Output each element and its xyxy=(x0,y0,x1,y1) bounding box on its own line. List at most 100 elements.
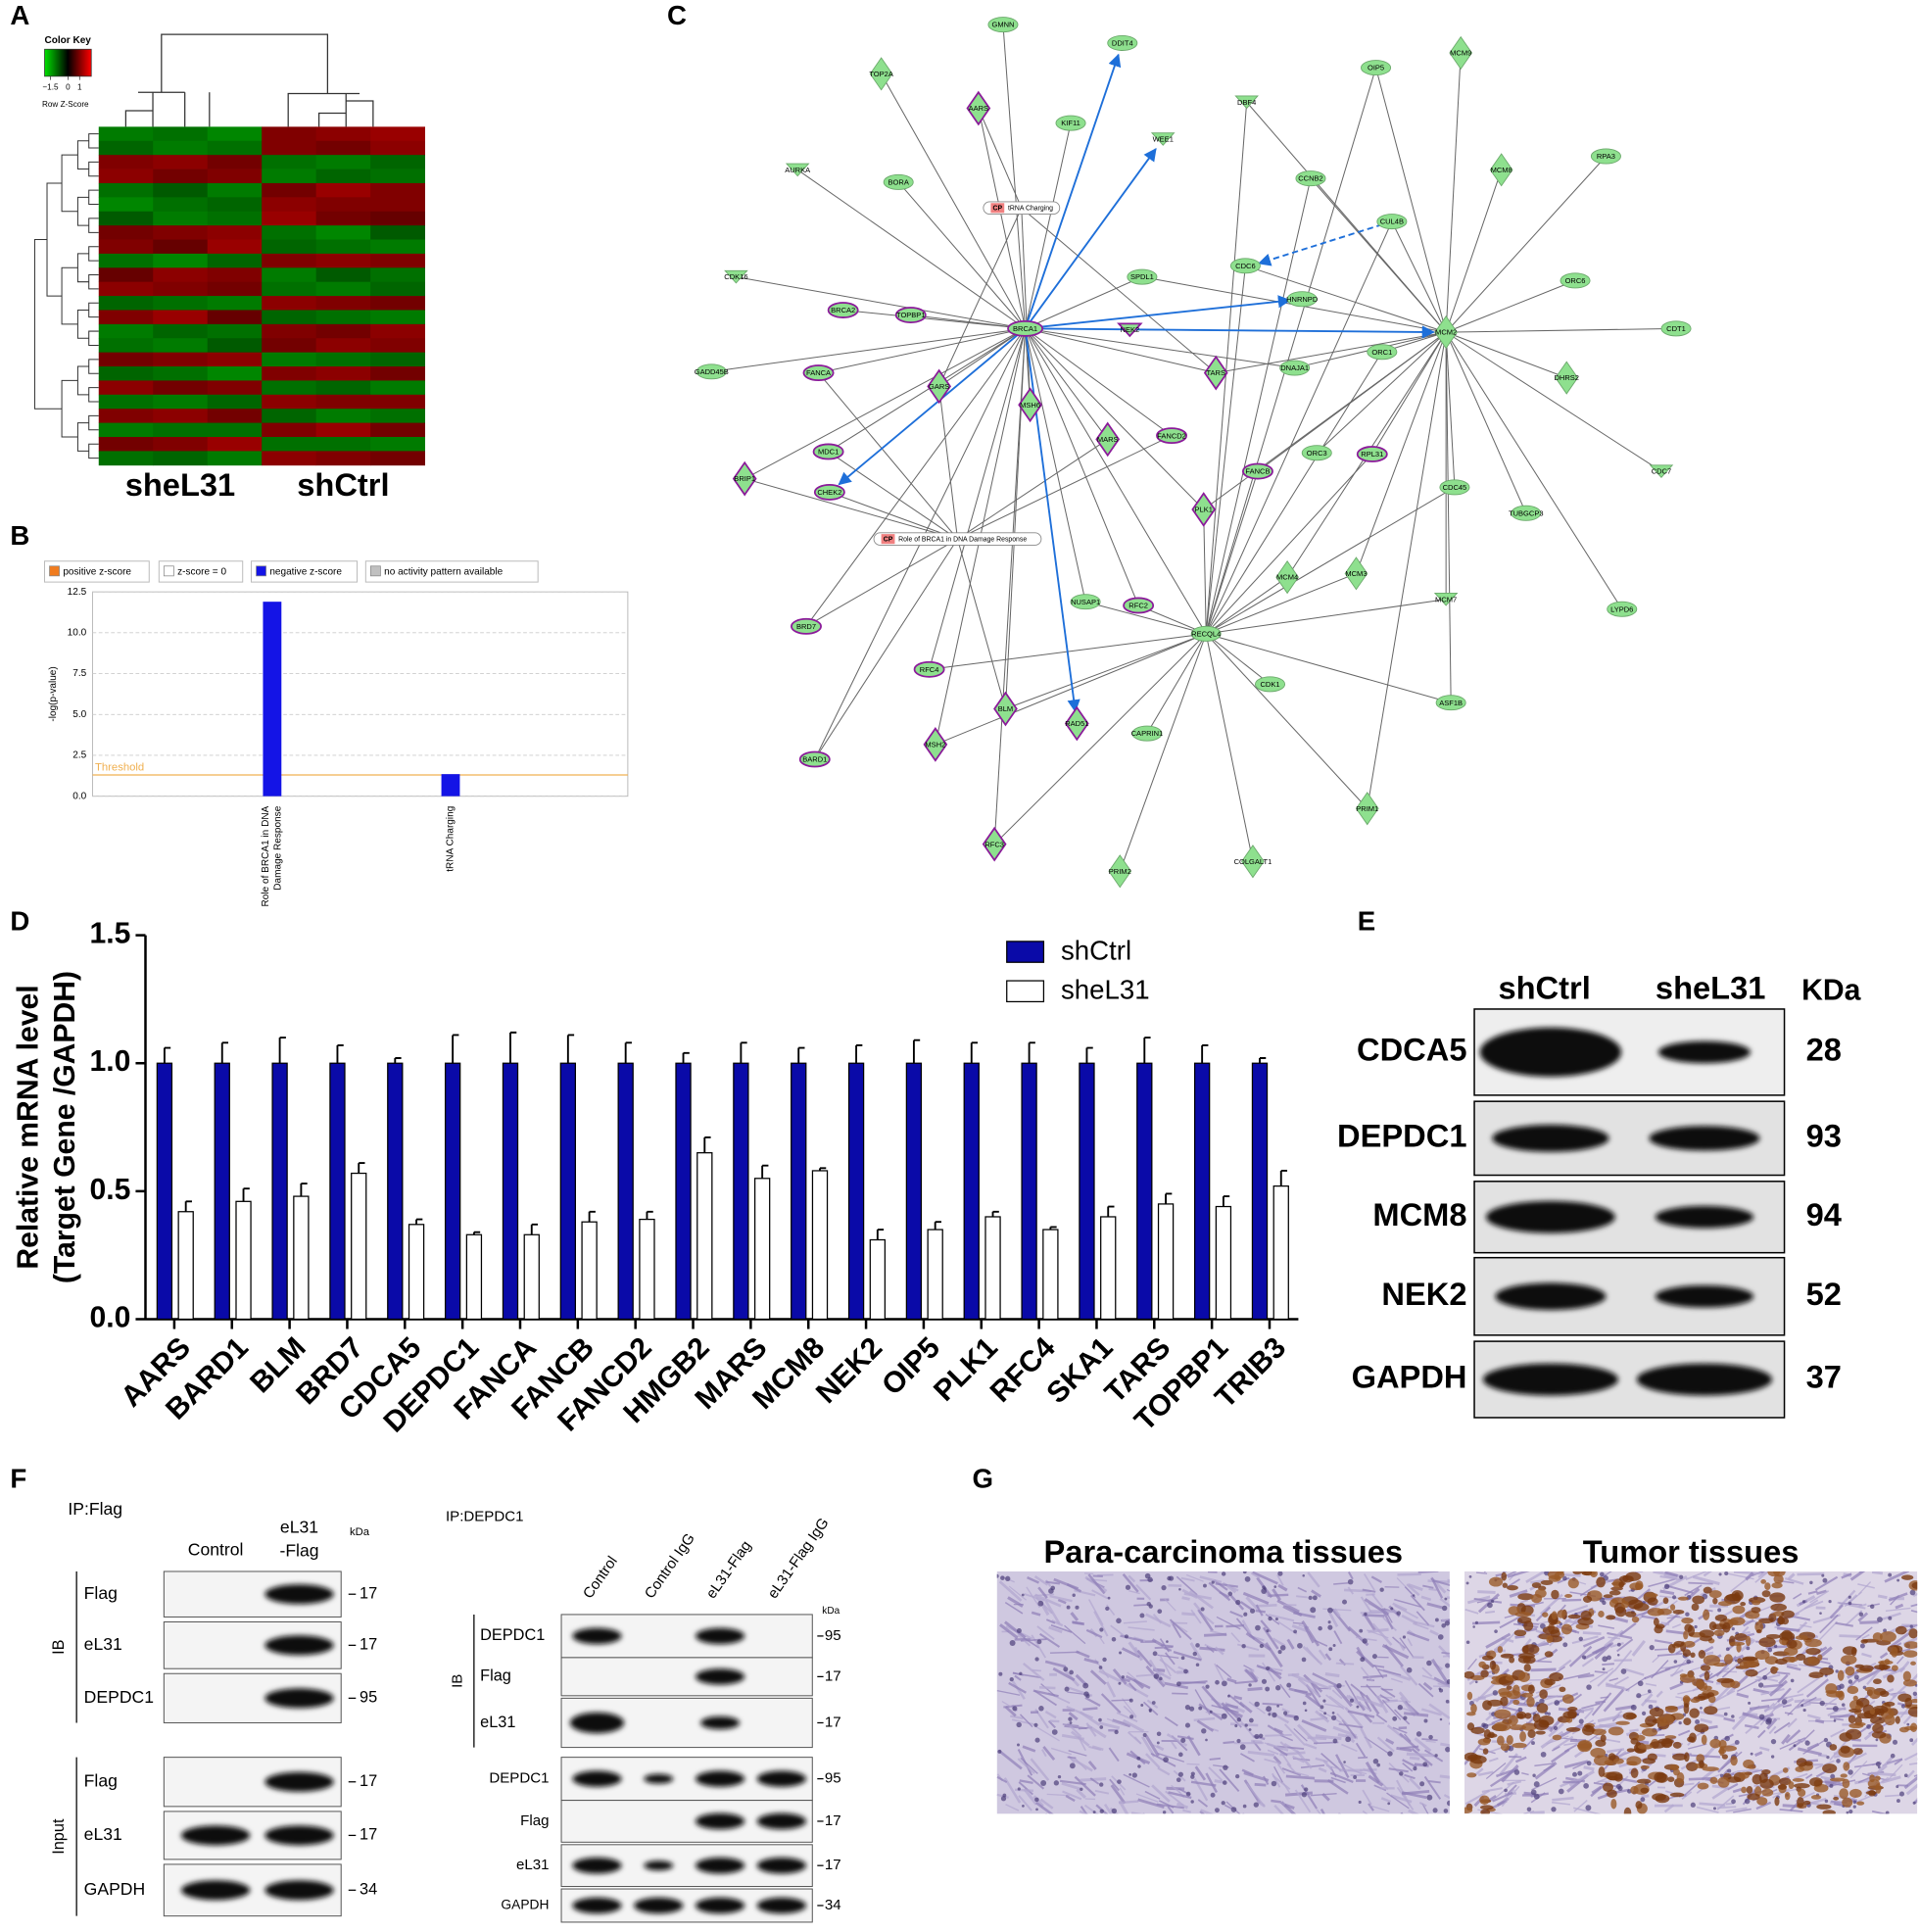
bar xyxy=(733,1062,749,1321)
tissue-fiber xyxy=(1362,1810,1368,1814)
tissue-nucleus xyxy=(1327,1624,1333,1630)
tissue-nucleus xyxy=(1465,1581,1469,1585)
network-edge xyxy=(1025,328,1109,440)
network-node xyxy=(1241,845,1265,879)
tissue-stain xyxy=(1546,1635,1554,1644)
tissue-fiber xyxy=(1911,1737,1918,1746)
tissue-stain xyxy=(1754,1621,1763,1632)
tissue-fiber xyxy=(1420,1595,1432,1602)
tissue-nucleus xyxy=(1858,1612,1864,1617)
heatmap-cell xyxy=(153,366,209,381)
tissue-fiber xyxy=(1030,1758,1050,1781)
node-label: BRD7 xyxy=(796,622,816,631)
node-label: CDK1 xyxy=(1260,680,1279,689)
tissue-nucleus xyxy=(1678,1720,1682,1725)
network-node xyxy=(966,90,991,126)
tissue-fiber xyxy=(1692,1574,1720,1586)
node-label: HNRNPD xyxy=(1286,295,1319,304)
tissue-stain xyxy=(1687,1625,1696,1637)
tissue-fiber xyxy=(1144,1790,1161,1800)
tissue-nucleus xyxy=(1602,1667,1606,1671)
tissue-fiber xyxy=(1273,1727,1283,1734)
heatmap-cell xyxy=(98,451,154,466)
network-node xyxy=(1117,322,1143,338)
tissue-fiber xyxy=(1723,1716,1736,1722)
legend-frame xyxy=(364,560,539,583)
tissue-fiber xyxy=(1169,1618,1192,1641)
tissue-fiber xyxy=(1252,1570,1278,1585)
tissue-fiber xyxy=(1059,1779,1086,1786)
tissue-fiber xyxy=(1655,1639,1673,1645)
tissue-nucleus xyxy=(1302,1573,1305,1577)
dendro-branch xyxy=(76,365,89,396)
bar xyxy=(263,602,282,797)
tissue-fiber xyxy=(1800,1623,1812,1628)
error-bar xyxy=(1143,1037,1151,1064)
tissue-stain xyxy=(1606,1771,1623,1781)
tissue-stain xyxy=(1582,1595,1593,1603)
node-label: DNAJA1 xyxy=(1280,363,1309,372)
error-bar xyxy=(934,1221,941,1231)
tissue-fiber xyxy=(1853,1794,1874,1805)
tissue-fiber xyxy=(1179,1680,1208,1685)
tissue-fiber xyxy=(1017,1758,1035,1774)
blot-band xyxy=(699,1715,741,1730)
tissue-nucleus xyxy=(1009,1640,1016,1647)
tissue-fiber xyxy=(1137,1798,1165,1810)
tissue-nucleus xyxy=(1770,1738,1777,1745)
tissue-fiber xyxy=(1121,1647,1141,1659)
tissue-nucleus xyxy=(1406,1666,1413,1673)
tissue-stain xyxy=(1482,1748,1489,1755)
tissue-nucleus xyxy=(1310,1607,1317,1614)
panel-letter: C xyxy=(667,0,687,30)
tissue-fiber xyxy=(1411,1748,1433,1766)
tissue-fiber xyxy=(1245,1631,1272,1652)
network-edge xyxy=(744,478,958,540)
tissue-fiber xyxy=(1568,1645,1593,1667)
tissue-nucleus xyxy=(1848,1595,1851,1599)
tissue-fiber xyxy=(1399,1745,1419,1750)
tissue-stain xyxy=(1506,1734,1513,1746)
tissue-fiber xyxy=(1064,1624,1086,1645)
tissue-stain xyxy=(1699,1629,1715,1638)
tissue-fiber xyxy=(1128,1574,1136,1583)
tissue-fiber xyxy=(997,1749,1023,1770)
blot-band xyxy=(1657,1040,1752,1064)
tissue-fiber xyxy=(1794,1698,1822,1704)
node-label: CDC7 xyxy=(1652,467,1671,476)
bar xyxy=(293,1195,310,1321)
dendro-branch xyxy=(88,246,99,262)
tissue-nucleus xyxy=(1277,1570,1283,1576)
tissue-fiber xyxy=(1106,1717,1126,1726)
heatmap-cell xyxy=(98,380,154,396)
tissue-stain xyxy=(1480,1669,1489,1678)
node-label: RFC4 xyxy=(920,665,939,674)
row-label: CDCA5 xyxy=(1357,1032,1466,1068)
tissue-stain xyxy=(1840,1773,1848,1778)
tissue-nucleus xyxy=(1540,1751,1547,1758)
tissue-stain xyxy=(1778,1615,1784,1625)
network-edge xyxy=(1205,102,1248,634)
kda-value: 17 xyxy=(825,1857,841,1873)
error-bar xyxy=(358,1162,365,1174)
tissue-fiber xyxy=(1355,1742,1367,1758)
tissue-nucleus xyxy=(1434,1754,1438,1758)
tissue-stain xyxy=(1808,1671,1824,1679)
tissue-nucleus xyxy=(1437,1634,1444,1640)
blot-row xyxy=(1473,1100,1786,1177)
tissue-stain xyxy=(1531,1582,1542,1588)
tissue-stain xyxy=(1487,1699,1503,1707)
node-label: GADD45B xyxy=(695,367,729,376)
tissue-fiber xyxy=(1152,1744,1161,1749)
network-node xyxy=(1255,676,1286,693)
tissue-stain xyxy=(1761,1590,1771,1598)
tissue-stain xyxy=(1506,1690,1521,1700)
bar xyxy=(581,1221,598,1321)
tissue-nucleus xyxy=(1012,1706,1018,1712)
heatmap-cell xyxy=(98,409,154,423)
heatmap-cell xyxy=(370,126,425,142)
tissue-nucleus xyxy=(1227,1591,1233,1597)
tissue-fiber xyxy=(1573,1750,1585,1759)
tissue-fiber xyxy=(1011,1680,1026,1700)
tissue-fiber xyxy=(1890,1595,1900,1606)
